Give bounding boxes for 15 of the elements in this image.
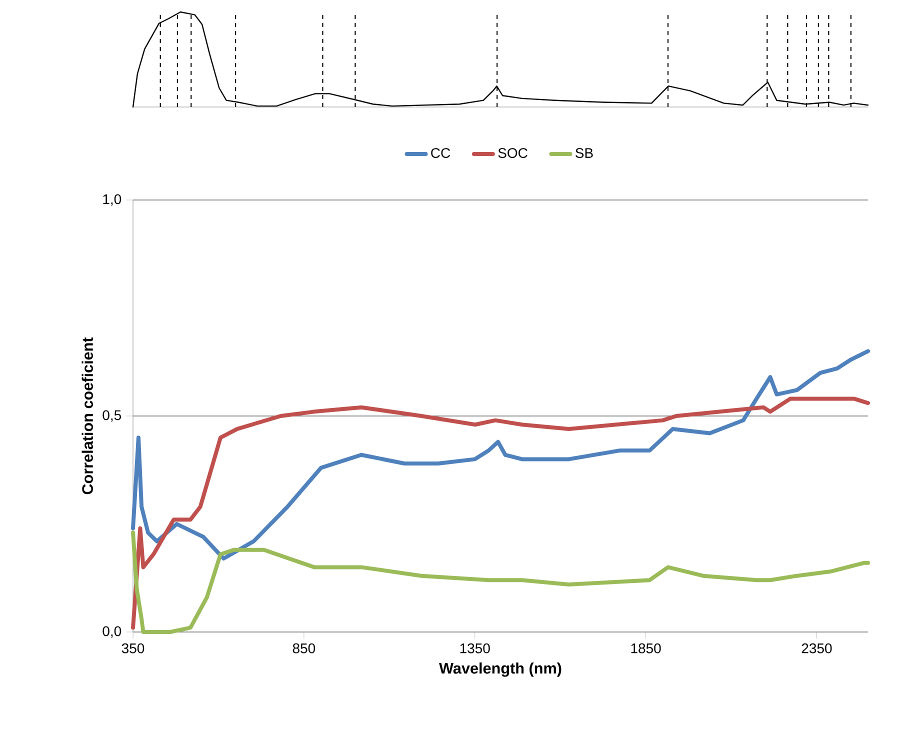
x-tick-label: 2350 (802, 643, 832, 654)
legend-label: CC (431, 148, 450, 158)
line-series (131, 349, 870, 561)
x-tick-label: 1850 (631, 643, 661, 654)
y-tick-label: 1,0 (103, 194, 122, 206)
x-tick-label: 350 (122, 643, 144, 654)
y-tick-label: 0,5 (102, 410, 122, 422)
y-axis-title: Correlation coeficient (82, 337, 94, 494)
x-axis-title: Wavelength (nm) (439, 662, 562, 677)
x-tick-label: 850 (292, 643, 316, 654)
legend-label: SOC (498, 148, 528, 158)
y-tick-label: 0,0 (102, 626, 122, 638)
line-series (131, 530, 870, 634)
legend-label: SB (576, 148, 593, 158)
x-tick-label: 1350 (460, 643, 490, 654)
